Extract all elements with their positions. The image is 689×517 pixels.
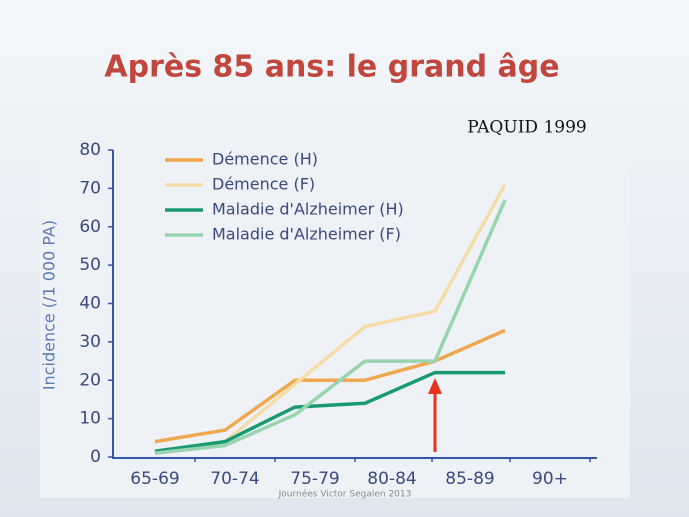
- y-tick-label: 50: [79, 255, 101, 275]
- y-tick-label: 40: [79, 294, 101, 314]
- x-tick-label: 80-84: [367, 469, 416, 489]
- x-tick-label: 85-89: [445, 469, 494, 489]
- y-tick-label: 70: [79, 178, 101, 198]
- x-tick-label: 75-79: [290, 469, 339, 489]
- y-tick-label: 80: [79, 140, 101, 160]
- source: PAQUID 1999: [467, 118, 586, 138]
- y-tick-label: 20: [79, 370, 101, 390]
- y-tick-label: 0: [90, 447, 101, 467]
- legend-label: Démence (H): [212, 150, 318, 169]
- y-tick-label: 10: [79, 409, 101, 429]
- y-tick-label: 30: [79, 332, 101, 352]
- y-tick-label: 60: [79, 217, 101, 237]
- series-line: [154, 199, 507, 455]
- legend-label: Maladie d'Alzheimer (H): [212, 200, 404, 219]
- title: Après 85 ans: le grand âge: [104, 50, 559, 85]
- legend-label: Démence (F): [212, 175, 315, 194]
- x-tick-label: 90+: [532, 469, 568, 489]
- chart-panel: [40, 118, 630, 498]
- series-line: [154, 328, 506, 444]
- x-tick-label: 65-69: [130, 469, 179, 489]
- plot: 0 10 20 30 40 50 60 70 80 65-69 70-74 75-79 80-84 85-…: [79, 140, 591, 489]
- y-axis-label: Incidence (/1 000 PA): [40, 220, 59, 390]
- legend-label: Maladie d'Alzheimer (F): [212, 225, 401, 244]
- x-tick-label: 70-74: [210, 469, 259, 489]
- series-line: [154, 370, 505, 453]
- arrow-head: [428, 378, 442, 394]
- footer: Journées Victor Segalen 2013: [278, 489, 412, 500]
